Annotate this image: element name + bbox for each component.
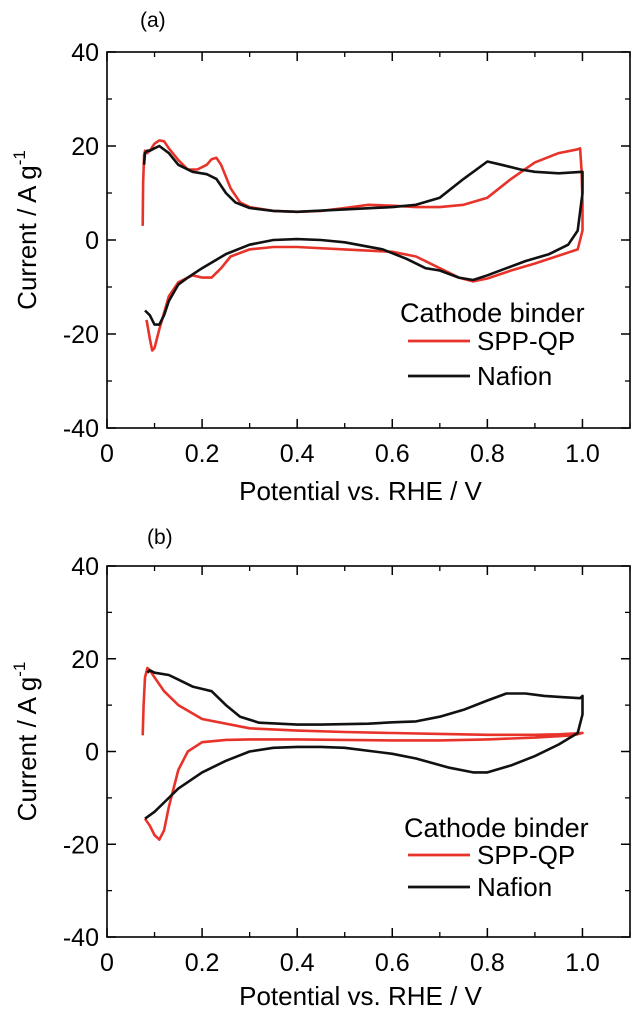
y-tick-label: 0: [85, 739, 99, 767]
x-axis-title: Potential vs. RHE / V: [239, 981, 482, 1011]
y-tick-label: 20: [71, 133, 99, 161]
y-axis-title-main: Current / A g: [12, 165, 42, 310]
series-group: [141, 139, 584, 352]
y-tick-label: 20: [71, 646, 99, 674]
x-tick-label: 0: [100, 949, 114, 977]
x-tick-label: 0.8: [470, 949, 505, 977]
y-tick-label: -40: [63, 415, 99, 443]
x-tick-label: 1.0: [565, 949, 600, 977]
y-axis-title-superscript: -1: [10, 150, 29, 165]
series-line-spp-qp: [141, 139, 584, 352]
y-axis-title: Current / A g-1: [10, 150, 42, 310]
x-tick-label: 0.4: [280, 440, 315, 468]
x-tick-label: 0.2: [185, 440, 220, 468]
y-tick-label: -20: [63, 321, 99, 349]
y-axis-title-superscript: -1: [10, 662, 29, 677]
x-tick-label: 0.2: [185, 949, 220, 977]
y-axis-title: Current / A g-1: [10, 662, 42, 822]
legend-label: Nafion: [477, 872, 552, 902]
x-tick-label: 0.8: [470, 440, 505, 468]
y-tick-label: 40: [71, 553, 99, 581]
y-tick-label: 0: [85, 227, 99, 255]
series-line-nafion: [144, 669, 584, 820]
panel-a: (a) 0 0.2 0.4 0.6 0.8 1.0 -40 -20 0 20 40 Potential …: [10, 9, 631, 506]
x-tick-label: 0.4: [280, 949, 315, 977]
panel-b: (b) 0 0.2 0.4 0.6 0.8 1.0 -40 -20 0 20 40 Potential …: [10, 526, 631, 1011]
y-tick-label: -20: [63, 831, 99, 859]
y-tick-label: 40: [71, 39, 99, 67]
y-tick-label: -40: [63, 924, 99, 952]
series-group: [141, 666, 584, 841]
x-axis-title: Potential vs. RHE / V: [239, 476, 482, 506]
legend-label: Nafion: [477, 361, 552, 391]
panel-label: (b): [147, 526, 173, 549]
panel-label: (a): [140, 9, 166, 32]
y-axis-title-main: Current / A g: [12, 677, 42, 822]
legend-label: SPP-QP: [477, 326, 575, 356]
legend-label: SPP-QP: [477, 840, 575, 870]
x-tick-label: 0: [100, 440, 114, 468]
legend-title: Cathode binder: [404, 813, 589, 843]
x-tick-label: 0.6: [375, 440, 410, 468]
x-tick-label: 0.6: [375, 949, 410, 977]
legend-title: Cathode binder: [400, 298, 585, 328]
series-line-nafion: [142, 144, 584, 326]
x-tick-label: 1.0: [565, 440, 600, 468]
